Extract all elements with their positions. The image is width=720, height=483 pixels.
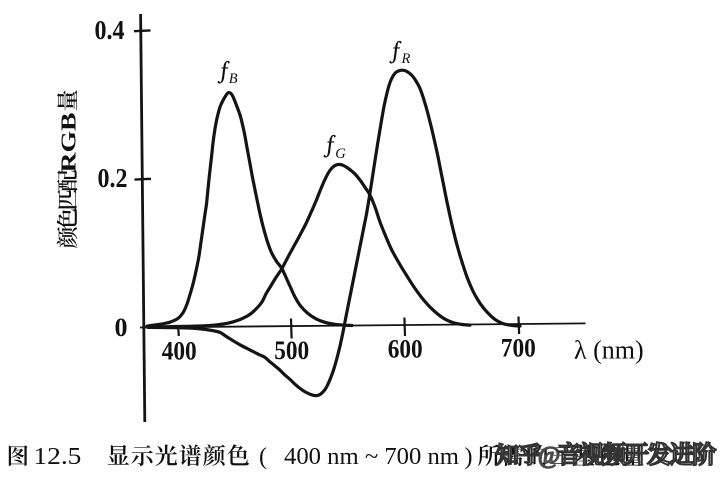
svg-text:G: G: [335, 146, 346, 162]
svg-text:500: 500: [274, 336, 309, 365]
svg-text:B: B: [229, 71, 238, 87]
svg-text:700: 700: [501, 333, 536, 362]
svg-text:): ): [465, 444, 473, 470]
svg-text:@: @: [538, 443, 560, 469]
svg-text:R: R: [401, 51, 411, 67]
svg-text:12.5: 12.5: [33, 444, 81, 470]
svg-text:RGB: RGB: [57, 113, 81, 173]
svg-text:400: 400: [162, 337, 197, 366]
svg-text:0: 0: [115, 313, 128, 342]
svg-text:(: (: [259, 444, 267, 470]
svg-text:0.4: 0.4: [95, 15, 125, 45]
svg-text:400 nm ~ 700 nm: 400 nm ~ 700 nm: [284, 444, 459, 470]
svg-text:λ (nm): λ (nm): [574, 336, 644, 365]
svg-text:600: 600: [388, 335, 423, 364]
svg-text:0.2: 0.2: [98, 163, 128, 193]
